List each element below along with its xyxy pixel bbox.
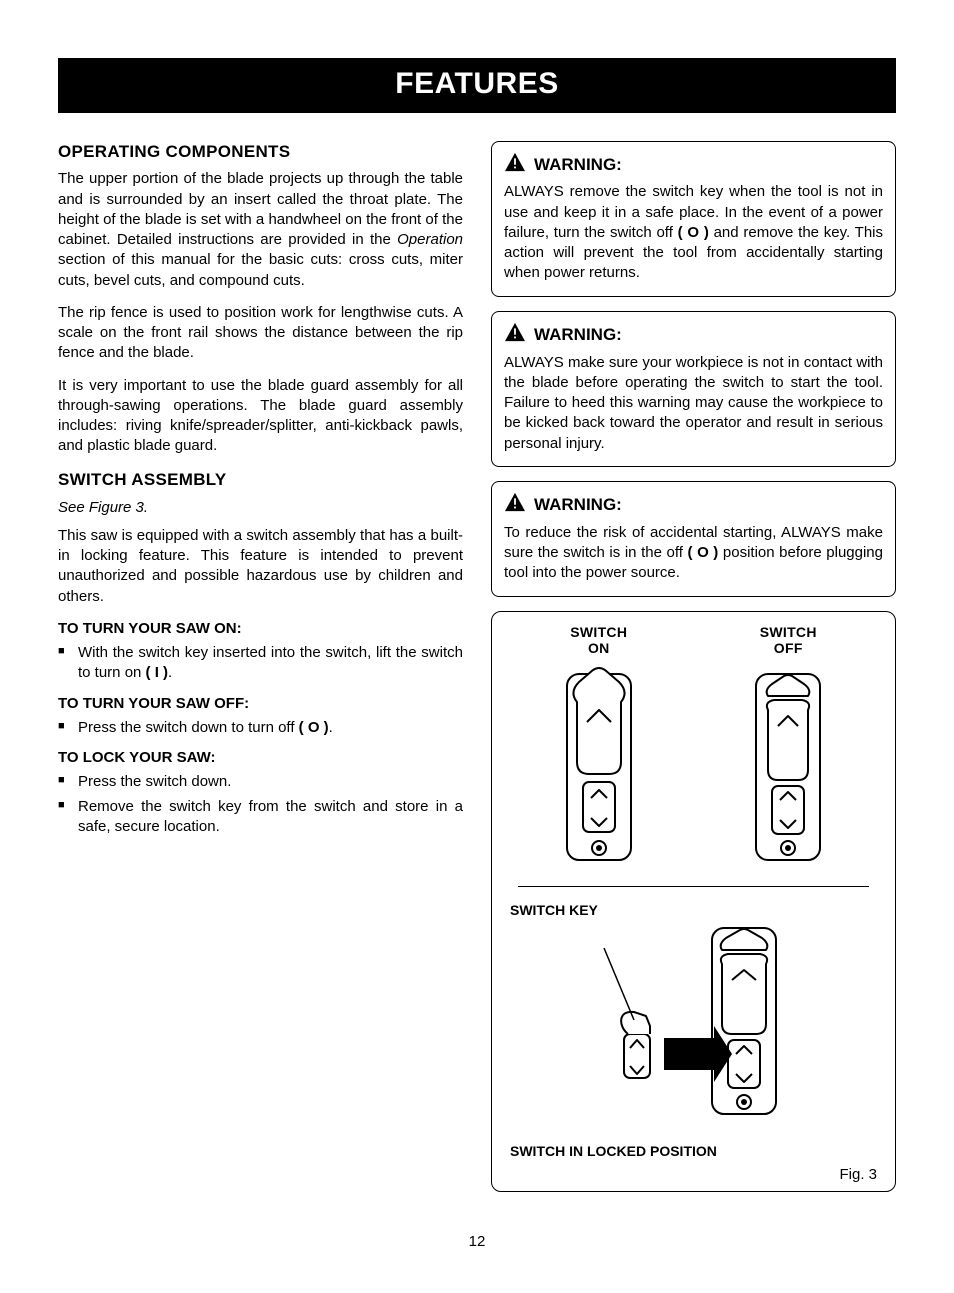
list-turn-off: Press the switch down to turn off ( O ).	[58, 718, 463, 738]
text-bold: ( O )	[688, 544, 719, 561]
left-column: OPERATING COMPONENTS The upper portion o…	[58, 141, 463, 1193]
text-bold: ( O )	[678, 224, 709, 241]
text: ON	[588, 640, 610, 656]
warning-label: WARNING:	[534, 154, 622, 177]
warning-triangle-icon	[504, 152, 526, 179]
warning-heading: WARNING:	[504, 152, 883, 179]
text: OFF	[774, 640, 803, 656]
list-item: With the switch key inserted into the sw…	[58, 643, 463, 684]
paragraph-operating-2: The rip fence is used to position work f…	[58, 303, 463, 364]
text: With the switch key inserted into the sw…	[78, 644, 463, 681]
warning-heading: WARNING:	[504, 492, 883, 519]
switch-off-illustration	[728, 662, 848, 878]
label-switch-off: SWITCH OFF	[760, 624, 817, 656]
subhead-turn-off: TO TURN YOUR SAW OFF:	[58, 694, 463, 714]
warning-label: WARNING:	[534, 494, 622, 517]
text: .	[168, 664, 172, 681]
switch-locked-illustration	[564, 920, 824, 1136]
figure-bottom-illustration-wrap	[510, 920, 877, 1136]
switch-on-illustration	[539, 662, 659, 878]
list-lock: Press the switch down. Remove the switch…	[58, 772, 463, 837]
figure-divider	[518, 886, 869, 887]
warning-triangle-icon	[504, 322, 526, 349]
warning-label: WARNING:	[534, 324, 622, 347]
text: SWITCH	[760, 624, 817, 640]
list-item: Press the switch down.	[58, 772, 463, 792]
text: .	[329, 719, 333, 736]
section-title-bar: FEATURES	[58, 58, 896, 113]
text-italic-operation: Operation	[397, 231, 463, 248]
text: Press the switch down to turn off	[78, 719, 299, 736]
warning-text-1: ALWAYS remove the switch key when the to…	[504, 182, 883, 283]
warning-box-2: WARNING: ALWAYS make sure your workpiece…	[491, 311, 896, 467]
text-bold: ( I )	[146, 664, 169, 681]
warning-text-2: ALWAYS make sure your workpiece is not i…	[504, 353, 883, 454]
subhead-turn-on: TO TURN YOUR SAW ON:	[58, 619, 463, 639]
list-item: Press the switch down to turn off ( O ).	[58, 718, 463, 738]
figure-bottom: SWITCH KEY	[504, 897, 883, 1185]
text-bold: ( O )	[299, 719, 329, 736]
two-column-layout: OPERATING COMPONENTS The upper portion o…	[58, 141, 896, 1193]
paragraph-switch-1: This saw is equipped with a switch assem…	[58, 526, 463, 607]
figure-top-labels: SWITCH ON SWITCH OFF	[504, 624, 883, 656]
heading-switch-assembly: SWITCH ASSEMBLY	[58, 469, 463, 492]
heading-operating-components: OPERATING COMPONENTS	[58, 141, 463, 164]
warning-box-3: WARNING: To reduce the risk of accidenta…	[491, 481, 896, 597]
warning-heading: WARNING:	[504, 322, 883, 349]
text: SWITCH	[570, 624, 627, 640]
list-turn-on: With the switch key inserted into the sw…	[58, 643, 463, 684]
warning-box-1: WARNING: ALWAYS remove the switch key wh…	[491, 141, 896, 297]
figure-box: SWITCH ON SWITCH OFF	[491, 611, 896, 1193]
subhead-lock: TO LOCK YOUR SAW:	[58, 748, 463, 768]
page-number: 12	[58, 1232, 896, 1252]
text: section of this manual for the basic cut…	[58, 251, 463, 288]
paragraph-operating-1: The upper portion of the blade projects …	[58, 169, 463, 291]
paragraph-operating-3: It is very important to use the blade gu…	[58, 376, 463, 457]
right-column: WARNING: ALWAYS remove the switch key wh…	[491, 141, 896, 1193]
figure-number: Fig. 3	[510, 1165, 877, 1185]
figure-switch-row	[504, 662, 883, 878]
see-figure-ref: See Figure 3.	[58, 498, 463, 518]
list-item: Remove the switch key from the switch an…	[58, 797, 463, 838]
label-switch-on: SWITCH ON	[570, 624, 627, 656]
label-switch-key: SWITCH KEY	[510, 901, 877, 920]
label-switch-locked: SWITCH IN LOCKED POSITION	[510, 1142, 877, 1161]
warning-triangle-icon	[504, 492, 526, 519]
warning-text-3: To reduce the risk of accidental startin…	[504, 523, 883, 584]
